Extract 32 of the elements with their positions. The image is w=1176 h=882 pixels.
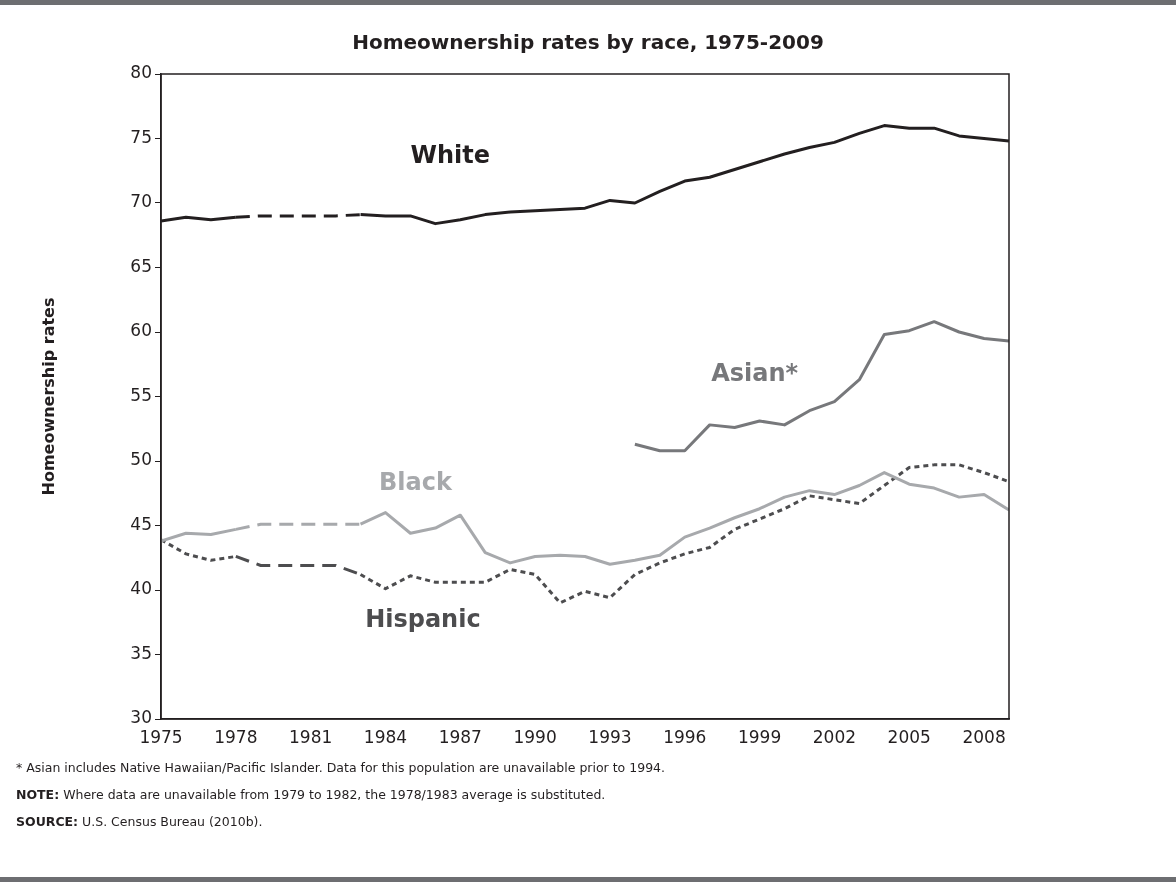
x-tick-label: 1987 (438, 726, 482, 747)
y-tick-label: 55 (130, 384, 152, 405)
series-label: Asian* (711, 358, 799, 387)
y-tick-label: 60 (130, 320, 152, 341)
x-tick-label: 1981 (289, 726, 333, 747)
y-tick-label: 75 (130, 126, 152, 147)
x-tick-label: 1990 (513, 726, 557, 747)
series-label: Hispanic (365, 605, 481, 634)
text: * Asian includes Native Hawaiian/Pacific Islander. Data for this population are unavailable prior to 1994. (16, 760, 666, 775)
text: NOTE: Where data are unavailable from 1979 to 1982, the 1978/1983 average is substituted. (16, 787, 607, 802)
series-label: Black (378, 468, 453, 497)
y-tick-label: 35 (130, 642, 152, 663)
source-note: SOURCE: U.S. Census Bureau (2010b). (16, 814, 264, 829)
x-tick-label: 2008 (962, 726, 1006, 747)
x-tick-label: 2002 (812, 726, 857, 747)
x-tick-label: 1978 (214, 726, 258, 747)
y-tick-label: 65 (130, 255, 152, 276)
x-tick-label: 1993 (588, 726, 632, 747)
y-tick-label: 40 (130, 578, 152, 599)
y-tick-label: 70 (130, 191, 152, 212)
x-tick-label: 2005 (887, 726, 931, 747)
y-tick-label: 50 (130, 449, 152, 470)
x-tick-label: 1996 (663, 726, 707, 747)
x-tick-label: 1984 (363, 726, 408, 747)
chart-title: Homeownership rates by race, 1975-2009 (351, 30, 825, 54)
x-tick-label: 1999 (737, 726, 782, 747)
y-axis-title: Homeownership rates (38, 297, 58, 496)
y-tick-label: 30 (130, 707, 152, 728)
y-tick-label: 80 (130, 62, 152, 83)
series-label: White (410, 140, 491, 169)
x-tick-label: 1975 (139, 726, 183, 747)
y-tick-label: 45 (130, 513, 152, 534)
